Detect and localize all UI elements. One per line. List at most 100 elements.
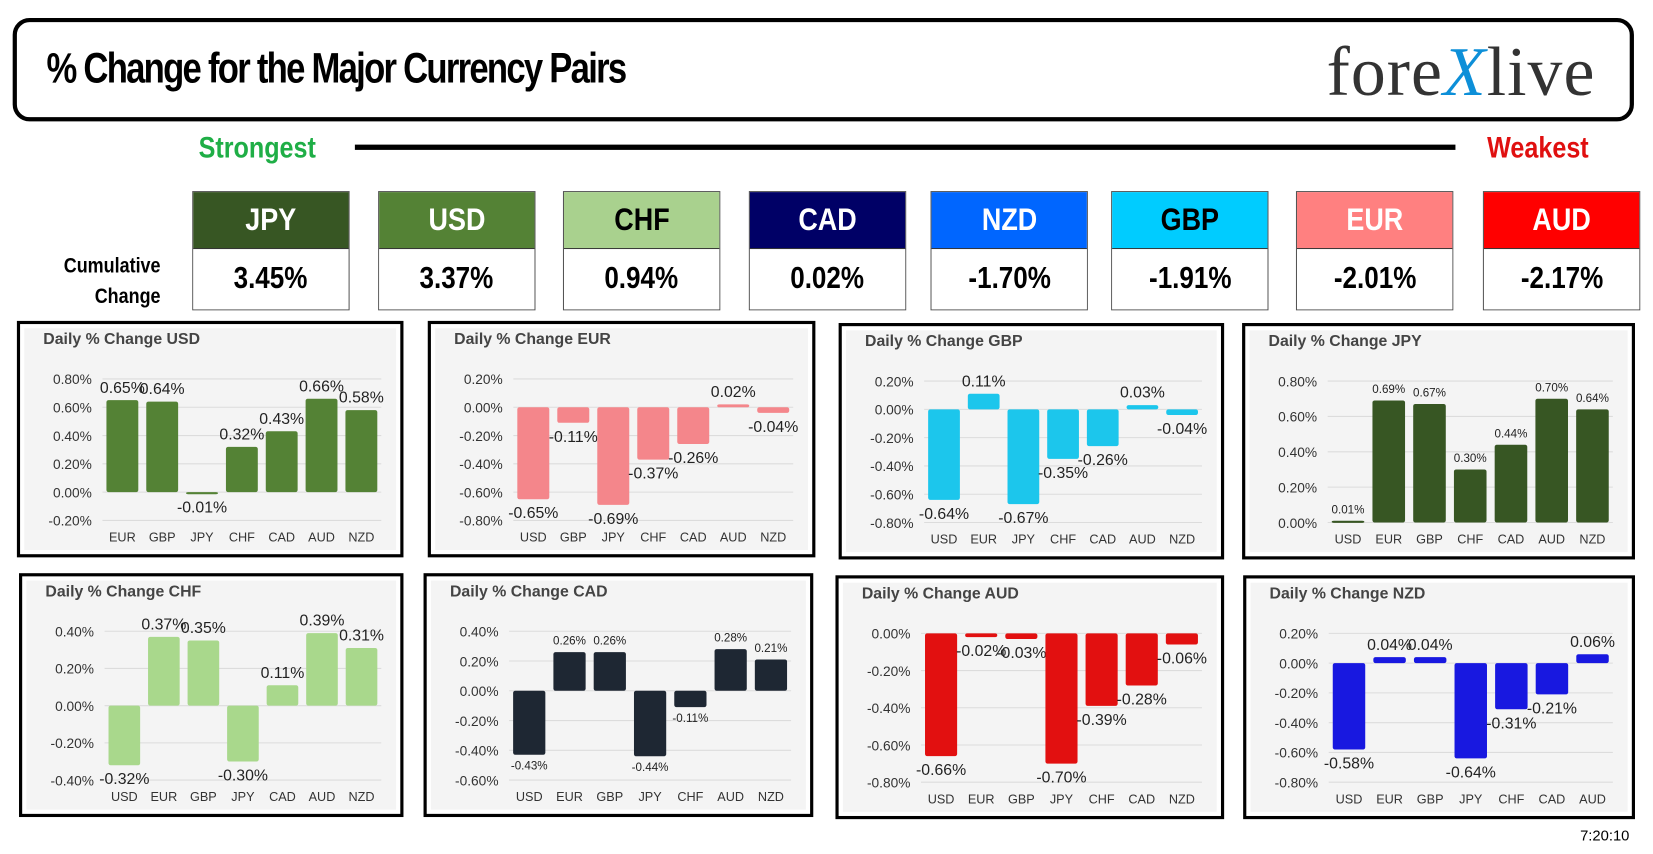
bar-chart: -0.80% -0.60% -0.40% -0.20% 0.00% 0.20% -0.65%…: [459, 372, 798, 545]
currency-name: USD: [379, 192, 535, 250]
bar: [1165, 633, 1198, 645]
x-category-label: GBP: [190, 790, 217, 804]
bar: [108, 705, 141, 766]
currency-box-nzd: NZD -1.70%: [930, 191, 1088, 311]
y-tick-label: -0.40%: [459, 457, 502, 472]
x-category-label: CAD: [1539, 792, 1566, 806]
y-tick-label: -0.80%: [1275, 775, 1318, 790]
data-label: -0.64%: [919, 506, 969, 523]
currency-name: EUR: [1297, 192, 1453, 250]
chart-gbp: Daily % Change GBP -0.80% -0.60% -0.40% -0.2…: [838, 323, 1225, 560]
bar-chart: -0.80% -0.60% -0.40% -0.20% 0.00% -0.66% USD -0…: [867, 627, 1207, 807]
currency-cumulative-value: 0.94%: [564, 249, 720, 310]
x-category-label: USD: [931, 533, 958, 547]
data-label: -0.11%: [549, 429, 598, 446]
bar: [1495, 663, 1528, 710]
x-category-label: EUR: [150, 790, 177, 804]
x-category-label: USD: [111, 790, 138, 804]
x-category-label: JPY: [1012, 533, 1036, 547]
bar-chart: -0.60% -0.40% -0.20% 0.00% 0.20% 0.40% -0.43% U…: [455, 625, 792, 804]
x-category-label: USD: [520, 531, 547, 545]
data-label: 0.28%: [714, 632, 747, 645]
y-tick-label: -0.40%: [867, 701, 910, 716]
y-tick-label: -0.40%: [870, 459, 913, 474]
chart-cad: Daily % Change CAD -0.60% -0.40% -0.20% 0.00…: [423, 573, 814, 818]
y-tick-label: 0.00%: [1278, 516, 1317, 531]
data-label: 0.11%: [962, 373, 1006, 390]
currency-box-cad: CAD 0.02%: [748, 191, 907, 311]
x-category-label: NZD: [349, 790, 375, 804]
y-tick-label: 0.40%: [53, 429, 92, 444]
data-label: -0.01%: [177, 500, 227, 517]
y-tick-label: 0.20%: [53, 457, 92, 472]
y-tick-label: 0.20%: [1279, 627, 1318, 642]
y-tick-label: 0.00%: [875, 403, 914, 418]
x-category-label: JPY: [602, 531, 626, 545]
data-label: 0.39%: [300, 613, 345, 630]
bar: [1453, 469, 1487, 523]
bar: [1007, 409, 1040, 505]
bar: [1576, 654, 1609, 664]
bar: [1413, 657, 1447, 664]
data-label: 0.30%: [1454, 452, 1487, 465]
cumulative-label-line1: Cumulative: [63, 254, 161, 278]
data-label: -0.70%: [1036, 770, 1086, 787]
x-category-label: AUD: [720, 531, 747, 545]
y-tick-label: 0.00%: [872, 627, 911, 642]
currency-name: NZD: [931, 192, 1087, 250]
currency-name: CHF: [564, 192, 720, 250]
chart-title: Daily % Change NZD: [1269, 584, 1426, 603]
x-category-label: CHF: [1498, 792, 1524, 806]
x-category-label: CAD: [1089, 533, 1116, 547]
data-label: -0.67%: [998, 510, 1048, 527]
x-category-label: CHF: [1457, 533, 1483, 547]
bar: [717, 404, 750, 408]
data-label: 0.64%: [1576, 392, 1609, 405]
bar: [186, 492, 218, 495]
x-category-label: CHF: [677, 790, 703, 804]
strongest-label: Strongest: [198, 130, 316, 164]
cumulative-label-line2: Change: [94, 285, 161, 309]
x-category-label: AUD: [309, 790, 336, 804]
x-category-label: JPY: [1459, 792, 1483, 806]
bar: [674, 690, 707, 708]
cumulative-change-label: Cumulative Change: [60, 251, 161, 312]
header-box: % Change for the Major Currency Pairs fo…: [12, 17, 1634, 122]
y-tick-label: 0.60%: [1278, 410, 1317, 425]
x-category-label: CHF: [229, 531, 255, 545]
data-label: 0.11%: [261, 665, 305, 682]
bar: [1373, 657, 1406, 664]
y-tick-label: 0.00%: [464, 401, 503, 416]
bar: [754, 659, 788, 691]
data-label: -0.11%: [672, 712, 708, 725]
data-label: 0.02%: [711, 384, 756, 401]
y-tick-label: -0.80%: [459, 514, 502, 529]
x-category-label: CAD: [1128, 792, 1155, 806]
bar: [305, 398, 338, 493]
y-tick-label: -0.60%: [459, 485, 502, 500]
y-tick-label: -0.20%: [48, 514, 91, 529]
x-category-label: CAD: [269, 790, 296, 804]
y-tick-label: -0.20%: [870, 431, 913, 446]
chart-title: Daily % Change CHF: [45, 582, 202, 601]
bar: [637, 407, 670, 460]
data-label: 0.64%: [140, 381, 185, 398]
chart-title: Daily % Change AUD: [861, 584, 1019, 603]
chart-chf: Daily % Change CHF -0.40% -0.20% 0.00% 0.20%…: [19, 573, 404, 818]
data-label: 0.21%: [754, 642, 787, 655]
page-title: % Change for the Major Currency Pairs: [46, 45, 627, 92]
data-label: -0.03%: [996, 645, 1046, 662]
y-tick-label: 0.40%: [55, 625, 94, 640]
bar: [714, 649, 747, 691]
bar: [148, 636, 180, 706]
x-category-label: AUD: [308, 531, 335, 545]
y-tick-label: -0.80%: [870, 516, 913, 531]
y-tick-label: -0.80%: [867, 775, 910, 790]
bar: [1535, 663, 1569, 695]
chart-nzd: Daily % Change NZD -0.80% -0.60% -0.40% -0.2…: [1243, 575, 1635, 820]
x-category-label: EUR: [109, 531, 136, 545]
data-label: 0.43%: [259, 411, 304, 428]
x-category-label: JPY: [638, 790, 662, 804]
chart-title: Daily % Change USD: [43, 330, 201, 349]
